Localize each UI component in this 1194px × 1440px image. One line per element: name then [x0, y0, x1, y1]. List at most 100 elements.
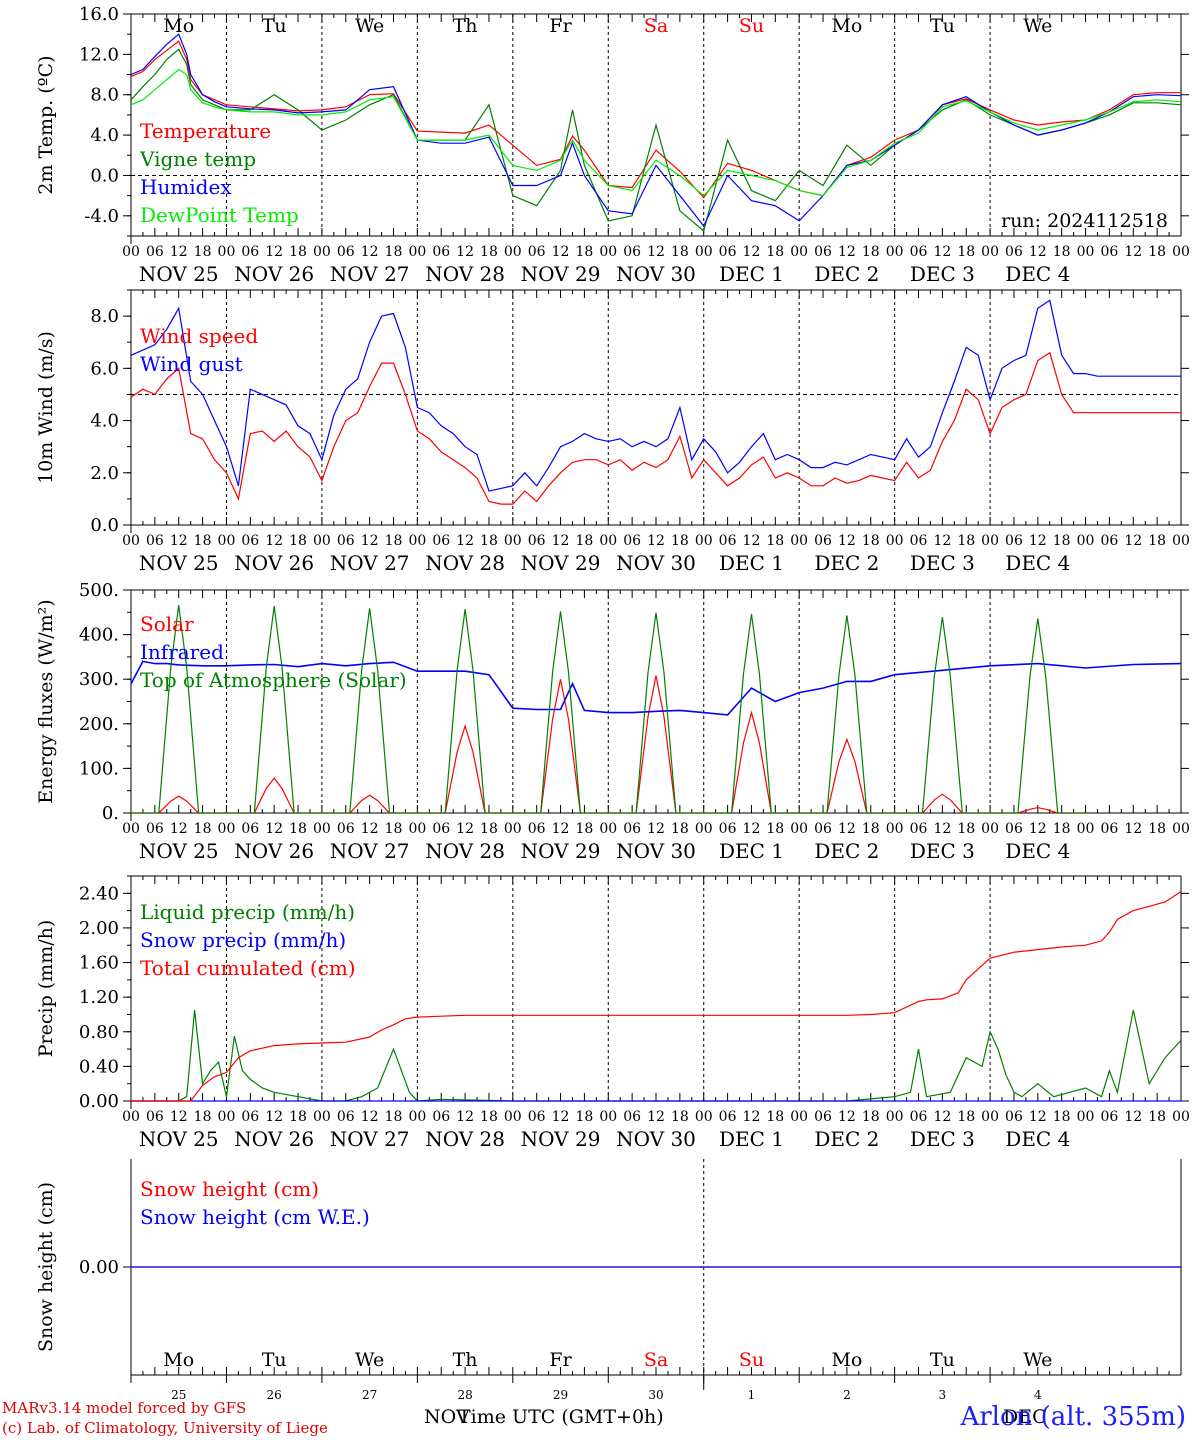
date-label: NOV 26: [234, 839, 314, 863]
hour-tick-label: 06: [814, 1109, 832, 1125]
hour-tick-label: 12: [933, 1109, 951, 1125]
y-tick-label: 12.0: [79, 44, 119, 65]
date-label: NOV 29: [521, 551, 601, 575]
hour-tick-label: 06: [1100, 1109, 1118, 1125]
weekday-label: We: [355, 15, 384, 37]
date-label: NOV 25: [139, 551, 219, 575]
date-label: DEC 4: [1005, 1127, 1070, 1151]
hour-tick-label: 12: [743, 533, 761, 549]
hour-tick-label: 18: [671, 244, 689, 260]
hour-tick-label: 12: [1124, 533, 1142, 549]
hour-tick-label: 12: [743, 821, 761, 837]
hour-tick-label: 18: [1053, 821, 1071, 837]
hour-tick-label: 00: [504, 533, 522, 549]
hour-tick-label: 00: [599, 533, 617, 549]
date-label: DEC 3: [910, 1127, 975, 1151]
hour-tick-label: 12: [170, 1109, 188, 1125]
hour-tick-label: 00: [1172, 533, 1190, 549]
hour-tick-label: 06: [1005, 821, 1023, 837]
hour-tick-label: 00: [1172, 1109, 1190, 1125]
hour-tick-label: 12: [456, 1109, 474, 1125]
hour-tick-label: 12: [361, 244, 379, 260]
hour-tick-label: 06: [528, 1109, 546, 1125]
series-line-humidex: [130, 33, 1182, 228]
hour-tick-label: 18: [862, 1109, 880, 1125]
weekday-label: Tu: [930, 15, 955, 37]
hour-tick-label: 06: [146, 244, 164, 260]
hour-tick-label: 06: [1005, 244, 1023, 260]
hour-tick-label: 12: [1029, 1109, 1047, 1125]
hour-tick-label: 06: [432, 821, 450, 837]
y-tick-label: 0.00: [79, 1091, 119, 1112]
hour-tick-label: 12: [1029, 244, 1047, 260]
hour-tick-label: 12: [933, 244, 951, 260]
hour-tick-label: 00: [408, 244, 426, 260]
legend-entry: Solar: [140, 612, 194, 636]
y-tick-label: 400.: [79, 625, 119, 646]
location-title: Arlon (alt. 355m): [960, 1402, 1186, 1432]
hour-tick-label: 00: [313, 533, 331, 549]
y-tick-label: 0.40: [79, 1056, 119, 1077]
series-line-infrared: [130, 660, 1182, 716]
hour-tick-label: 18: [575, 533, 593, 549]
hour-tick-label: 12: [743, 1109, 761, 1125]
hour-tick-label: 06: [146, 1109, 164, 1125]
run-label: run: 2024112518: [1001, 210, 1168, 232]
hour-tick-label: 18: [671, 533, 689, 549]
time-axis-label: Time UTC (GMT+0h): [458, 1406, 664, 1428]
hour-tick-label: 00: [790, 1109, 808, 1125]
hour-tick-label: 06: [432, 1109, 450, 1125]
date-label: DEC 1: [719, 551, 784, 575]
hour-tick-label: 00: [1077, 1109, 1095, 1125]
date-label: NOV 28: [425, 262, 505, 286]
hour-tick-label: 18: [766, 1109, 784, 1125]
hour-tick-label: 00: [1172, 821, 1190, 837]
legend-entry: Humidex: [140, 175, 232, 199]
series-line-dewpoint-temp: [130, 68, 1182, 197]
hour-tick-label: 06: [528, 533, 546, 549]
date-label: NOV 26: [234, 551, 314, 575]
hour-tick-label: 12: [647, 533, 665, 549]
hour-tick-label: 06: [241, 821, 259, 837]
hour-tick-label: 12: [552, 533, 570, 549]
date-label: NOV 28: [425, 551, 505, 575]
panel-3: 00 06 12 18 00 06 12 18 00 06 12 18 00 06 12 18 00 06 12 18…: [35, 580, 1190, 863]
hour-tick-label: 00: [122, 533, 140, 549]
date-label: DEC 4: [1005, 551, 1070, 575]
hour-tick-label: 00: [504, 821, 522, 837]
y-axis-label: 10m Wind (m/s): [35, 331, 57, 484]
hour-tick-label: 00: [218, 533, 236, 549]
y-tick-label: -4.0: [84, 206, 119, 227]
hour-tick-label: 06: [432, 244, 450, 260]
hour-tick-label: 06: [719, 244, 737, 260]
hour-tick-label: 06: [241, 533, 259, 549]
hour-tick-label: 00: [1077, 821, 1095, 837]
hour-tick-label: 12: [456, 533, 474, 549]
hour-tick-label: 12: [1124, 821, 1142, 837]
series-line-wind-gust: [130, 299, 1181, 492]
y-tick-label: 2.40: [79, 883, 119, 904]
hour-tick-label: 00: [695, 244, 713, 260]
hour-tick-label: 00: [695, 533, 713, 549]
date-label: NOV 25: [139, 839, 219, 863]
weekday-label: Sa: [644, 15, 668, 37]
hour-tick-label: 00: [122, 1109, 140, 1125]
hour-tick-label: 12: [552, 1109, 570, 1125]
hour-tick-label: 00: [886, 533, 904, 549]
hour-tick-label: 06: [337, 1109, 355, 1125]
date-label: DEC 1: [719, 1127, 784, 1151]
y-tick-label: 4.0: [90, 125, 119, 146]
hour-tick-label: 06: [241, 1109, 259, 1125]
hour-tick-label: 18: [671, 821, 689, 837]
hour-tick-label: 00: [218, 244, 236, 260]
hour-tick-label: 18: [385, 821, 403, 837]
y-tick-label: 1.60: [79, 953, 119, 974]
hour-tick-label: 06: [814, 821, 832, 837]
hour-tick-label: 12: [456, 821, 474, 837]
legend-entry: Wind speed: [140, 324, 258, 348]
month-nov-label: NOV: [424, 1406, 470, 1428]
weekday-label: Mo: [831, 1349, 862, 1371]
date-label: NOV 29: [521, 262, 601, 286]
day-number-label: 4: [1034, 1388, 1042, 1400]
hour-tick-label: 00: [313, 244, 331, 260]
